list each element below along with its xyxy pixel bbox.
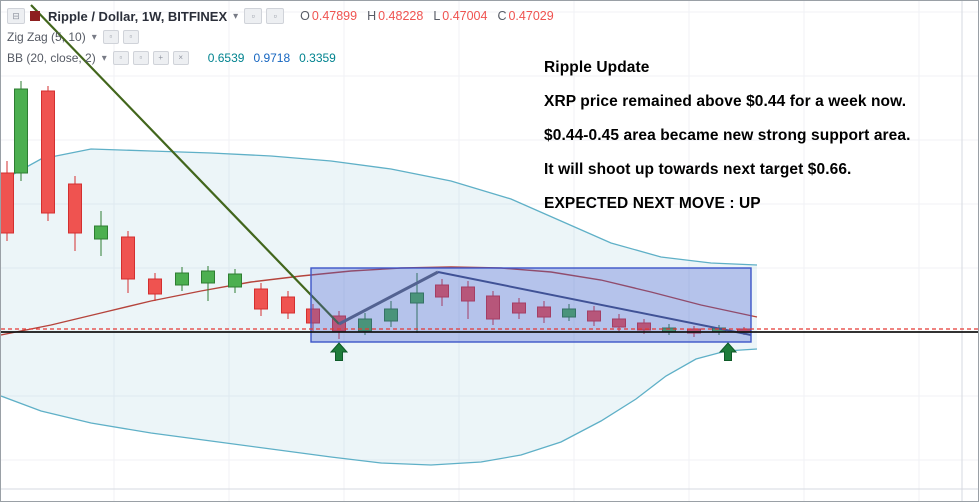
ohlc-values: O 0.47899 H 0.48228 L 0.47004 C 0.47029 [300,9,554,23]
chevron-down-icon[interactable]: ▾ [91,31,97,43]
bollinger-band-fill [1,149,757,465]
bb-upper-value: 0.9718 [253,51,291,65]
bb-basis-value: 0.6539 [207,51,245,65]
annotation-line: $0.44-0.45 area became new strong suppor… [544,127,911,144]
symbol-row: ⊟ Ripple / Dollar, 1W, BITFINEX ▾ ▫ ▫ O … [7,6,554,26]
chevron-down-icon[interactable]: ▾ [233,10,239,22]
bollinger-basis-line [1,266,758,336]
zigzag-indicator-title[interactable]: Zig Zag (5, 10) [7,30,86,44]
zigzag-line[interactable] [437,271,752,336]
symbol-title[interactable]: Ripple / Dollar, 1W, BITFINEX [48,8,228,24]
bb-lower-value: 0.3359 [299,51,336,65]
zigzag-line[interactable] [338,270,439,326]
settings-icon[interactable]: ▫ [132,51,149,65]
settings-icon[interactable]: ▫ [122,30,139,44]
eye-icon[interactable]: ▫ [244,8,263,24]
ohlc-close: C 0.47029 [497,9,554,23]
ohlc-high: H 0.48228 [367,9,424,23]
bb-values: 0.6539 0.9718 0.3359 [199,51,336,65]
highlight-rectangle-drawing[interactable] [310,267,752,343]
eye-icon[interactable]: ▫ [102,30,119,44]
add-icon[interactable]: + [152,51,169,65]
ohlc-low: L 0.47004 [433,9,488,23]
up-arrow-marker[interactable] [329,342,349,361]
up-arrow-marker[interactable] [718,342,738,361]
bollinger-upper-line [1,148,758,266]
close-icon[interactable]: × [172,51,189,65]
annotation-line: XRP price remained above $0.44 for a wee… [544,93,907,110]
zigzag-line[interactable] [30,4,340,325]
eye-icon[interactable]: ▫ [112,51,129,65]
series-color-swatch [30,11,40,21]
chart-legend: ⊟ Ripple / Dollar, 1W, BITFINEX ▾ ▫ ▫ O … [7,6,554,69]
annotation-text-drawing: Ripple Update XRP price remained above $… [544,51,911,221]
annotation-conclusion: EXPECTED NEXT MOVE : UP [544,195,761,212]
annotation-title: Ripple Update [544,59,650,76]
ohlc-open: O 0.47899 [300,9,358,23]
indicator-row-bb: BB (20, close, 2) ▾ ▫ ▫ + × 0.6539 0.971… [7,48,554,68]
indicator-row-zigzag: Zig Zag (5, 10) ▾ ▫ ▫ [7,27,554,47]
bb-indicator-title[interactable]: BB (20, close, 2) [7,51,96,65]
settings-icon[interactable]: ▫ [266,8,285,24]
candles [1,81,751,339]
collapse-icon[interactable]: ⊟ [7,8,25,24]
annotation-line: It will shoot up towards next target $0.… [544,161,852,178]
chevron-down-icon[interactable]: ▾ [101,52,107,64]
bollinger-lower-line [1,348,758,466]
